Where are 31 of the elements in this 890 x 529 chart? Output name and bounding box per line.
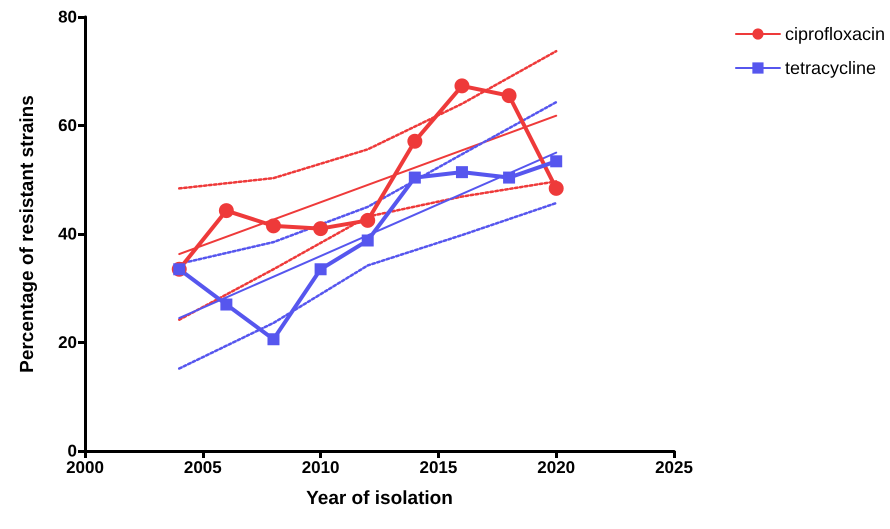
- point: [266, 218, 281, 234]
- y-tick-label: 40: [58, 224, 77, 244]
- x-tick-label: 2020: [537, 458, 576, 477]
- point: [314, 263, 327, 276]
- point: [454, 78, 470, 94]
- point: [360, 212, 376, 228]
- point: [313, 221, 328, 236]
- x-tick-label: 2005: [184, 458, 222, 477]
- x-tick-label: 2010: [302, 458, 340, 477]
- y-axis-title: Percentage of resistant strains: [17, 95, 38, 373]
- x-tick-label: 2025: [655, 458, 693, 477]
- legend-label: ciprofloxacin: [784, 24, 885, 44]
- point: [502, 88, 517, 104]
- y-tick-label: 20: [58, 333, 77, 352]
- point: [218, 203, 234, 218]
- legend-label: tetracycline: [784, 58, 876, 78]
- point: [550, 155, 562, 168]
- point: [548, 180, 564, 196]
- x-axis-title: Year of isolation: [306, 488, 453, 509]
- y-tick-label: 80: [58, 8, 77, 26]
- x-tick-label: 2000: [66, 458, 104, 477]
- y-tick-label: 0: [68, 442, 77, 460]
- point: [408, 172, 421, 184]
- point: [267, 333, 280, 346]
- point: [503, 172, 516, 184]
- x-tick-label: 2015: [419, 458, 458, 477]
- point: [456, 166, 468, 178]
- point: [220, 298, 232, 311]
- point: [407, 134, 422, 149]
- y-tick-label: 60: [58, 116, 77, 135]
- point: [362, 234, 374, 247]
